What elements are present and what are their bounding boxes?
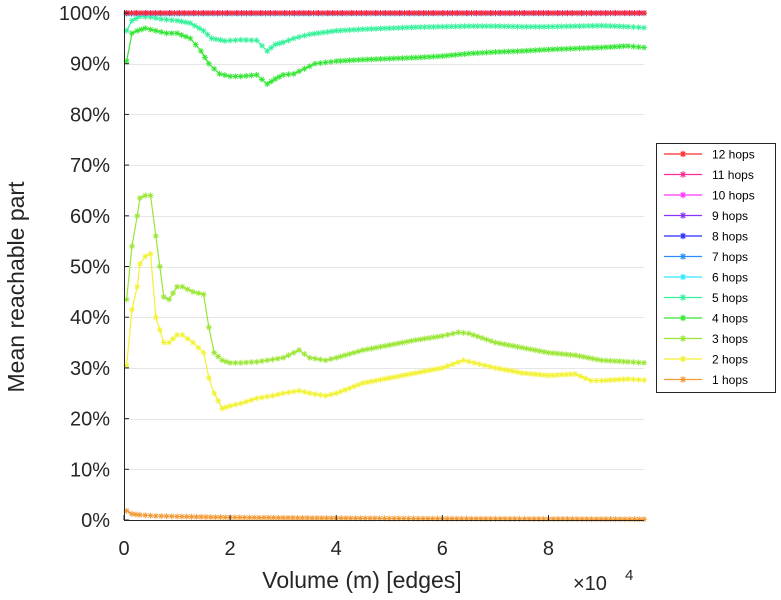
- legend-label: 1 hops: [712, 373, 748, 387]
- legend-marker: [679, 191, 687, 199]
- legend-item: 8 hops: [664, 230, 748, 244]
- series-4-hops: [123, 25, 647, 87]
- legend-label: 9 hops: [712, 209, 748, 223]
- series-markers: [123, 13, 647, 55]
- series-markers: [123, 192, 647, 366]
- legend-label: 3 hops: [712, 332, 748, 346]
- legend-box: [656, 143, 776, 393]
- legend-marker: [679, 253, 687, 260]
- legend-item: 9 hops: [664, 209, 748, 223]
- legend: 12 hops 11 hops 10 hops 9 hops 8 hops 7 hops 6…: [656, 143, 776, 393]
- y-tick-label: 50%: [70, 257, 110, 279]
- legend-marker: [679, 150, 687, 158]
- x-tick-label: 4: [331, 538, 342, 560]
- legend-marker: [679, 273, 687, 281]
- x-tick-label: 6: [437, 538, 448, 560]
- legend-label: 10 hops: [712, 189, 755, 203]
- series-markers: [123, 250, 647, 412]
- legend-label: 8 hops: [712, 230, 748, 244]
- legend-marker: [679, 335, 687, 342]
- legend-label: 12 hops: [712, 148, 755, 162]
- y-tick-label: 80%: [70, 104, 110, 126]
- y-tick-label: 100%: [59, 3, 110, 25]
- legend-label: 7 hops: [712, 250, 748, 264]
- y-tick-label: 40%: [70, 307, 110, 329]
- series-line: [126, 252, 645, 410]
- legend-item: 10 hops: [664, 189, 755, 203]
- y-tick-label: 60%: [70, 206, 110, 228]
- x-exponent-base: ×10: [573, 573, 607, 595]
- legend-marker: [679, 376, 687, 383]
- plot-lines: [123, 10, 647, 523]
- x-ticks: 0 2 4 6 8: [118, 515, 554, 560]
- legend-item: 7 hops: [664, 250, 748, 264]
- x-exponent: ×10 4: [573, 567, 633, 595]
- y-tick-label: 10%: [70, 459, 110, 481]
- x-tick-label: 8: [543, 538, 554, 560]
- legend-marker: [679, 355, 687, 363]
- legend-label: 2 hops: [712, 353, 748, 367]
- legend-item: 4 hops: [664, 312, 748, 326]
- x-exponent-power: 4: [625, 567, 633, 584]
- y-tick-label: 20%: [70, 409, 110, 431]
- legend-marker: [679, 171, 687, 178]
- x-axis-label: Volume (m) [edges]: [262, 567, 461, 593]
- y-tick-label: 0%: [81, 510, 110, 532]
- x-tick-label: 0: [118, 538, 129, 560]
- x-tick-label: 2: [225, 538, 236, 560]
- legend-label: 11 hops: [712, 168, 754, 182]
- legend-marker: [679, 294, 687, 301]
- legend-item: 1 hops: [664, 373, 748, 387]
- legend-item: 5 hops: [664, 291, 748, 305]
- legend-label: 6 hops: [712, 271, 748, 285]
- series-markers: [123, 507, 647, 523]
- legend-item: 12 hops: [664, 148, 755, 162]
- legend-label: 4 hops: [712, 312, 748, 326]
- legend-label: 5 hops: [712, 291, 748, 305]
- legend-item: 2 hops: [664, 353, 748, 367]
- y-tick-label: 70%: [70, 155, 110, 177]
- series-markers: [123, 25, 647, 87]
- grid: [124, 13, 644, 470]
- legend-marker: [679, 232, 687, 240]
- y-ticks: 0% 10% 20% 30% 40% 50% 60% 70% 80% 90% 100%: [59, 3, 129, 532]
- series-1-hops: [123, 507, 647, 523]
- series-3-hops: [123, 192, 647, 366]
- y-tick-label: 30%: [70, 358, 110, 380]
- legend-item: 3 hops: [664, 332, 748, 346]
- legend-marker: [679, 212, 687, 219]
- series-line: [126, 194, 645, 364]
- axes: [124, 10, 644, 521]
- series-5-hops: [123, 13, 647, 55]
- series-2-hops: [123, 250, 647, 412]
- legend-marker: [679, 314, 687, 322]
- y-axis-label: Mean reachable part: [3, 181, 29, 393]
- y-tick-label: 90%: [70, 54, 110, 76]
- legend-item: 11 hops: [664, 168, 754, 182]
- legend-item: 6 hops: [664, 271, 748, 285]
